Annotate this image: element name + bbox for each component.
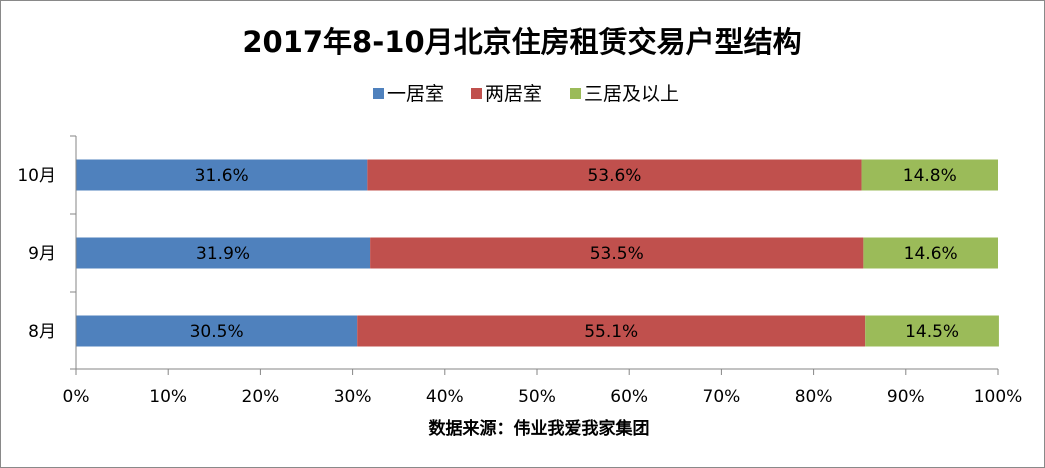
- legend-label-series-2: 两居室: [485, 83, 542, 105]
- axes: 8月 9月 10月 0% 10% 20% 30% 40% 50% 60% 70% 80% 90% 100%: [17, 135, 1023, 407]
- bar-series-3-8月: [865, 315, 999, 347]
- bar-series-3-9月: [863, 237, 998, 269]
- x-axis-label-source: 数据来源：伟业我爱我家集团: [429, 418, 650, 439]
- x-tick-label-8: 80%: [795, 387, 833, 407]
- bar-series-2-8月: [357, 315, 866, 347]
- x-tick-label-9: 90%: [887, 387, 925, 407]
- bar-series-1-10月: [76, 159, 368, 191]
- y-tick-label-9月: 9月: [28, 244, 56, 264]
- x-tick-label-10: 100%: [974, 387, 1023, 407]
- data-label-series-3-10月: 14.8%: [903, 166, 957, 186]
- x-tick-label-2: 20%: [242, 387, 280, 407]
- bar-series-1-9月: [76, 237, 371, 269]
- data-label-series-1-8月: 30.5%: [190, 322, 244, 342]
- legend-label-series-3: 三居及以上: [584, 83, 679, 105]
- x-tick-label-1: 10%: [149, 387, 187, 407]
- legend-swatch-series-2: [471, 88, 482, 99]
- chart-title: 2017年8-10月北京住房租赁交易户型结构: [242, 25, 801, 59]
- x-tick-label-6: 60%: [610, 387, 648, 407]
- plot-area: 30.5% 55.1% 14.5% 31.9% 53.5% 14.6% 31.6% 53.6%…: [76, 159, 999, 347]
- x-tick-label-5: 50%: [518, 387, 556, 407]
- data-label-series-2-10月: 53.6%: [587, 166, 641, 186]
- legend: 一居室 两居室 三居及以上: [373, 83, 679, 105]
- x-tick-label-7: 70%: [703, 387, 741, 407]
- y-tick-label-8月: 8月: [28, 322, 56, 342]
- data-label-series-1-9月: 31.9%: [196, 244, 250, 264]
- data-label-series-3-9月: 14.6%: [904, 244, 958, 264]
- legend-label-series-1: 一居室: [387, 83, 444, 105]
- bar-series-3-10月: [861, 159, 998, 191]
- data-label-series-2-8月: 55.1%: [584, 322, 638, 342]
- bar-series-1-8月: [76, 315, 358, 347]
- x-tick-label-0: 0%: [63, 387, 90, 407]
- x-tick-label-4: 40%: [426, 387, 464, 407]
- bar-series-2-10月: [367, 159, 862, 191]
- y-tick-label-10月: 10月: [17, 166, 56, 186]
- data-label-series-3-8月: 14.5%: [905, 322, 959, 342]
- bar-series-2-9月: [370, 237, 864, 269]
- legend-swatch-series-3: [570, 88, 581, 99]
- data-label-series-1-10月: 31.6%: [195, 166, 249, 186]
- data-label-series-2-9月: 53.5%: [590, 244, 644, 264]
- x-tick-label-3: 30%: [334, 387, 372, 407]
- legend-swatch-series-1: [373, 88, 384, 99]
